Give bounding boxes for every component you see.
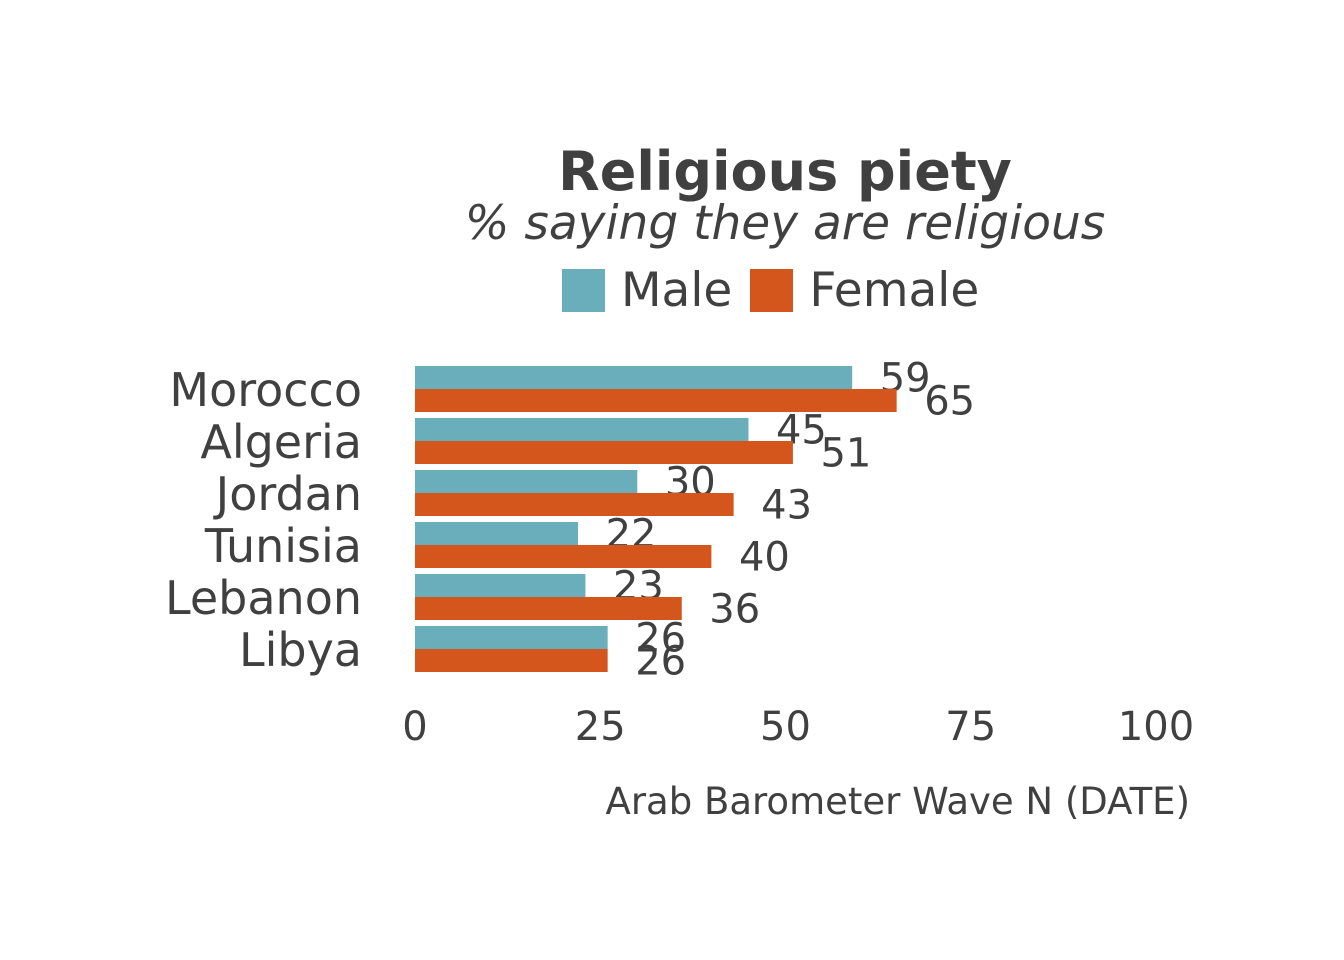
legend-swatch-male <box>562 268 605 312</box>
legend: Male Female <box>562 263 997 318</box>
category-label-jordan: Jordan <box>213 467 362 521</box>
bar-male-libya <box>415 626 608 649</box>
category-label-tunisia: Tunisia <box>204 519 362 573</box>
bar-female-libya <box>415 649 608 672</box>
legend-label-female: Female <box>809 262 980 318</box>
data-label-female-jordan: 43 <box>761 483 812 529</box>
bar-male-tunisia <box>415 522 579 545</box>
category-label-algeria: Algeria <box>200 415 362 469</box>
data-label-female-lebanon: 36 <box>709 587 760 633</box>
bar-male-lebanon <box>415 574 586 597</box>
data-label-female-tunisia: 40 <box>739 535 790 581</box>
bar-female-algeria <box>415 441 793 464</box>
data-label-female-libya: 26 <box>635 639 686 685</box>
chart-title: Religious piety <box>558 140 1012 203</box>
bar-male-algeria <box>415 418 749 441</box>
x-tick-label-100: 100 <box>1118 704 1194 750</box>
x-tick-label-0: 0 <box>402 704 427 750</box>
data-label-male-libya: 26 <box>635 616 686 662</box>
bar-male-morocco <box>415 366 853 389</box>
legend-item-female: Female <box>750 263 979 318</box>
bar-male-jordan <box>415 470 638 493</box>
data-label-female-morocco: 65 <box>924 379 975 425</box>
data-label-female-algeria: 51 <box>820 431 871 477</box>
category-label-lebanon: Lebanon <box>165 571 362 625</box>
chart-subtitle: % saying they are religious <box>464 196 1106 251</box>
legend-swatch-female <box>750 268 794 312</box>
bar-female-lebanon <box>415 597 682 620</box>
bar-female-morocco <box>415 389 897 412</box>
x-tick-label-25: 25 <box>575 704 626 750</box>
x-tick-label-75: 75 <box>945 704 996 750</box>
bar-female-jordan <box>415 493 734 516</box>
legend-label-male: Male <box>621 262 733 318</box>
category-label-libya: Libya <box>239 623 362 677</box>
legend-item-male: Male <box>562 263 732 318</box>
category-label-morocco: Morocco <box>169 363 362 417</box>
chart-caption: Arab Barometer Wave N (DATE) <box>605 780 1190 823</box>
x-tick-label-50: 50 <box>760 704 811 750</box>
bar-female-tunisia <box>415 545 712 568</box>
